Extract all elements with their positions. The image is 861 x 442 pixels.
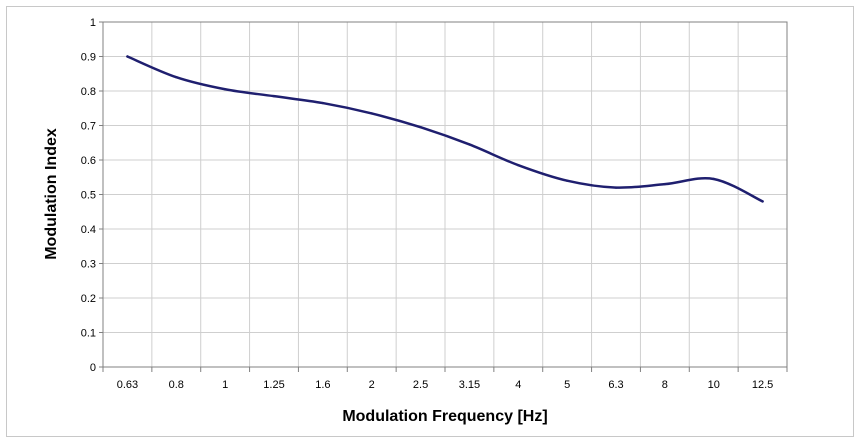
y-tick-label: 0.2 <box>81 293 96 305</box>
y-tick-label: 0.8 <box>81 86 96 98</box>
x-tick-label: 6.3 <box>608 379 623 391</box>
y-tick-label: 0.4 <box>81 224 96 236</box>
chart-frame <box>6 6 854 437</box>
x-tick-label: 3.15 <box>459 379 480 391</box>
x-tick-label: 0.8 <box>169 379 184 391</box>
data-point <box>126 55 129 58</box>
x-tick-label: 8 <box>662 379 668 391</box>
data-point <box>712 177 715 181</box>
x-tick-label: 0.63 <box>117 379 138 391</box>
data-point <box>663 182 667 186</box>
data-point <box>223 88 227 91</box>
data-point <box>517 163 520 167</box>
y-tick-label: 0 <box>90 362 96 374</box>
y-axis-title: Modulation Index <box>43 128 60 260</box>
x-tick-label: 5 <box>564 379 570 391</box>
x-tick-label: 1 <box>222 379 228 391</box>
data-point <box>175 76 178 79</box>
y-tick-label: 0.5 <box>81 190 96 202</box>
y-tick-label: 0.3 <box>81 259 96 271</box>
data-point <box>419 126 422 129</box>
x-axis-ticks: 0.63 0.8 1 1.25 1.6 2 2.5 3.15 4 5 6.3 8 10 12.5 <box>102 367 788 391</box>
y-tick-label: 0.6 <box>81 155 96 167</box>
grid-lines <box>103 22 787 367</box>
y-axis-ticks: 0 0.1 0.2 0.3 0.4 0.5 0.6 0.7 0.8 0.9 1 <box>81 17 103 374</box>
data-point <box>468 143 471 146</box>
x-tick-label: 1.25 <box>263 379 284 391</box>
x-axis-title: Modulation Frequency [Hz] <box>342 408 547 425</box>
x-tick-label: 1.6 <box>315 379 330 391</box>
data-point <box>614 186 618 189</box>
series-line <box>126 55 764 203</box>
data-point <box>565 179 569 182</box>
y-tick-label: 0.1 <box>81 328 96 340</box>
x-tick-label: 2 <box>369 379 375 391</box>
x-tick-label: 12.5 <box>752 379 773 391</box>
y-tick-label: 0.9 <box>81 52 96 64</box>
x-tick-label: 10 <box>708 379 720 391</box>
y-tick-label: 1 <box>90 17 96 29</box>
data-point <box>272 94 276 98</box>
data-point <box>370 112 373 115</box>
y-tick-label: 0.7 <box>81 121 96 133</box>
x-tick-label: 2.5 <box>413 379 428 391</box>
data-point <box>761 200 764 203</box>
series-group <box>126 55 764 203</box>
data-point <box>321 101 325 105</box>
x-tick-label: 4 <box>515 379 521 391</box>
